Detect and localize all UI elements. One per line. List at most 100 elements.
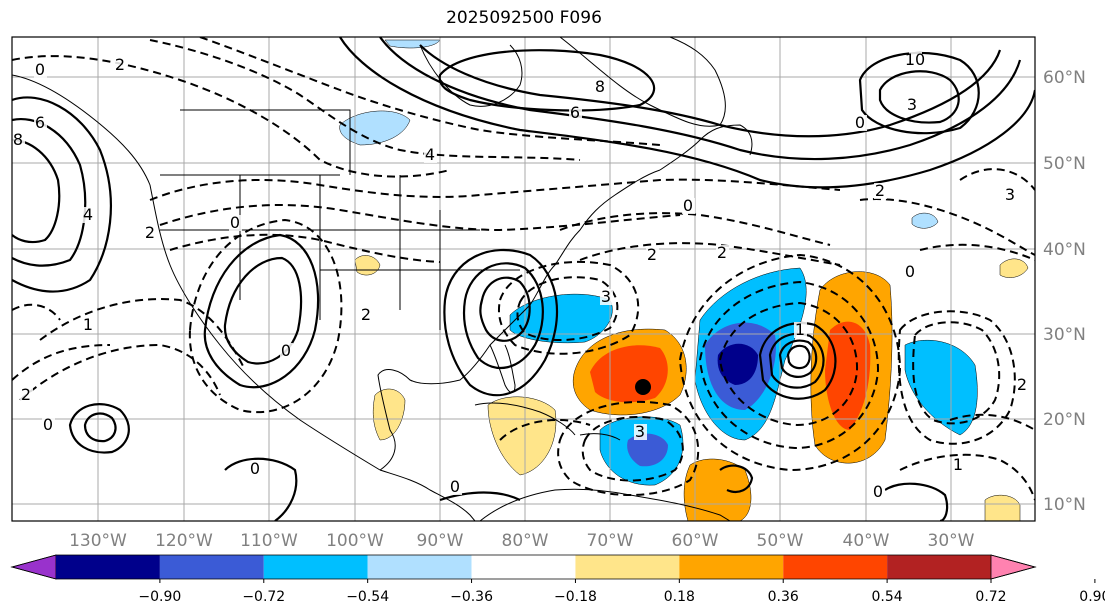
colorbar-segment [471,555,576,579]
contour-label: 3 [1005,185,1015,204]
latitude-label: 50°N [1043,154,1086,174]
trough-lower-1 [39,298,246,371]
colorbar-segment [679,555,784,579]
atlantic-ring-2 [698,280,880,450]
contour-label-bg [794,322,807,338]
contour-label: 1 [953,455,963,474]
contour-label-bg [906,97,919,113]
longitude-label: 120°W [155,531,213,551]
high-north-eastern-inner [878,70,960,124]
shade-neg-mid-atlantic-peak [717,343,758,385]
longitude-label: 100°W [326,531,384,551]
colorbar-segment [575,555,680,579]
central-pacific-zero [224,457,298,521]
high-north-1 [339,37,1035,189]
contour-label: 4 [83,205,93,224]
colorbar-label: −0.36 [450,589,493,605]
trough-upper-2 [149,39,581,161]
contour-label-bg [114,57,127,73]
shade-pos-yucatan [372,388,406,441]
contour-label: 1 [795,320,805,339]
contour-label: 2 [717,243,727,262]
contour-label-bg [34,115,47,131]
contour-label: 0 [35,60,45,79]
se-us-ring-2 [462,262,544,369]
far-east-1 [959,168,1035,191]
nw-atl-2 [579,242,841,266]
south-america-coast [479,488,731,521]
far-east-3 [859,198,1035,256]
contour-label-bg [82,317,95,333]
contour-label: 1 [83,315,93,334]
far-east-2 [919,243,1035,261]
greenland [559,37,726,127]
west-pac-1 [12,303,61,321]
carib-ring-1 [557,401,700,496]
contour-label: 0 [855,113,865,132]
colorbar-label: 0.54 [872,589,903,605]
contour-label: 2 [647,245,657,264]
shade-neg-mid-east [911,212,939,229]
contour-label-bg [874,183,887,199]
high-northwest-1 [12,96,112,293]
contour-label-bg [904,264,917,280]
contour-label: 0 [250,459,260,478]
contour-label: 2 [145,223,155,242]
trough-upper-3 [199,37,661,146]
contour-label-bg [229,215,242,231]
far-south-east-2 [949,413,1035,431]
hispaniola [579,433,621,441]
longitude-label: 70°W [587,531,634,551]
ring-west-neg-1 [188,218,343,414]
contour-label-bg [424,147,437,163]
east-ring-2 [912,321,1001,425]
shade-neg-se-us [509,293,613,344]
trough-mid-2 [159,204,681,232]
contour-label: 8 [13,130,23,149]
longitude-label: 30°W [928,531,975,551]
contour-label: 10 [905,50,925,69]
high-north-eastern [858,51,980,135]
colorbar-label: −0.90 [138,589,181,605]
colorbar-arrow-high [990,554,1037,580]
southwest-low-inner [83,412,117,443]
contour-label: 2 [361,305,371,324]
contour-label: 0 [281,341,291,360]
contour-label-bg [1004,187,1017,203]
contour-label-bg [42,417,55,433]
longitude-label: 110°W [240,531,298,551]
east-atlantic-zero [884,482,949,521]
colorbar-label: 0.18 [664,589,695,605]
colorbar-segment [263,555,368,579]
longitude-label: 90°W [417,531,464,551]
contour-label-bg [249,461,262,477]
contour-label-bg [909,52,922,68]
contour-label-bg [569,105,582,121]
shade-pos-east-atlantic-core [825,321,871,430]
contour-label-bg [12,132,25,148]
contour-label-bg [682,198,695,214]
contour-label: 0 [683,196,693,215]
longitude-label: 130°W [69,531,127,551]
colorbar-labels: −0.90 −0.72 −0.54 −0.36 −0.18 0.18 0.36 0.54 0.7… [138,579,1105,605]
gulf-ring-1 [497,261,640,355]
colorbar-label: −0.18 [554,589,597,605]
latitude-labels: 60°N 50°N 40°N 30°N 20°N 10°N [1043,68,1086,515]
contour-label-bg [144,225,157,241]
contour-label: 3 [907,95,917,114]
contour-label-bg [280,343,293,359]
high-north-center [438,49,655,112]
high-north-3 [419,44,1002,138]
solid-contours [12,37,1035,521]
trough-lower-2 [19,343,221,401]
north-america-west-coast [12,74,381,471]
west-us-ring-1 [203,233,320,389]
contour-label-bg [594,79,607,95]
colorbar-label: −0.72 [242,589,285,605]
contour-label: 3 [601,287,611,306]
contour-label-bg [34,62,47,78]
south-1 [499,419,591,441]
nw-atl-1 [559,212,831,246]
latitude-label: 10°N [1043,495,1086,515]
